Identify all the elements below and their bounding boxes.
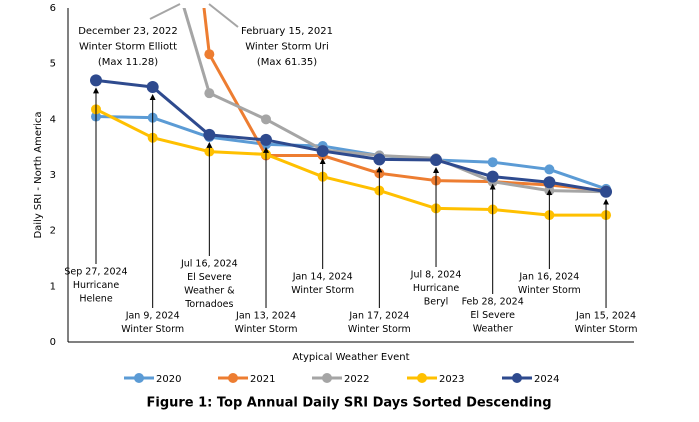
callout-text: February 15, 2021 (241, 26, 333, 37)
event-label: Jan 16, 2024 (518, 272, 579, 283)
event-label: Helene (79, 294, 112, 305)
data-point (487, 157, 498, 168)
event-label: Winter Storm (575, 324, 638, 335)
event-label: Jan 17, 2024 (348, 311, 409, 322)
event-label: Weather (473, 324, 513, 335)
data-point (373, 153, 386, 166)
event-label: Hurricane (73, 280, 120, 291)
legend-marker (417, 373, 427, 383)
data-point (543, 176, 556, 189)
data-point (430, 153, 443, 166)
legend-label: 2020 (156, 374, 181, 385)
y-tick-label: 2 (50, 226, 56, 237)
event-label: Sep 27, 2024 (64, 267, 127, 278)
callout-text: December 23, 2022 (78, 26, 178, 37)
event-label: Beryl (424, 297, 449, 308)
series-line (95, 115, 607, 191)
legend-label: 2023 (439, 374, 464, 385)
data-point (203, 128, 216, 141)
event-label: El Severe (470, 310, 515, 321)
callout-text: (Max 11.28) (98, 57, 158, 68)
event-label: Weather & (184, 286, 235, 297)
data-point (204, 49, 215, 60)
callout-text: (Max 61.35) (257, 57, 317, 68)
plot-area (90, 8, 613, 221)
y-tick-label: 5 (50, 59, 56, 70)
event-label: Winter Storm (235, 324, 298, 335)
x-axis-label: Atypical Weather Event (292, 352, 409, 363)
event-label: Hurricane (413, 283, 460, 294)
y-tick-label: 0 (50, 337, 56, 348)
y-tick-label: 1 (50, 281, 56, 292)
y-tick-label: 6 (50, 3, 56, 14)
event-label: Jan 9, 2024 (125, 311, 180, 322)
series-line (95, 78, 607, 194)
data-point (600, 185, 613, 198)
y-tick-label: 3 (50, 170, 56, 181)
event-label: Winter Storm (291, 285, 354, 296)
leader-line (149, 3, 181, 20)
event-label: Winter Storm (121, 324, 184, 335)
data-point (90, 74, 102, 87)
series-line (202, 8, 607, 193)
series-line (182, 8, 607, 194)
data-point (544, 164, 555, 175)
caption: Figure 1: Top Annual Daily SRI Days Sort… (146, 396, 551, 411)
event-label: Winter Storm (518, 285, 581, 296)
legend-marker (228, 373, 238, 383)
event-label: Jan 15, 2024 (575, 311, 636, 322)
event-label: El Severe (187, 272, 232, 283)
data-point (261, 114, 272, 125)
legend-marker (512, 373, 522, 383)
y-tick-label: 4 (50, 114, 56, 125)
data-point (486, 170, 499, 183)
legend-label: 2021 (250, 374, 275, 385)
event-label: Jul 8, 2024 (410, 270, 462, 281)
callout-text: Winter Storm Elliott (79, 42, 177, 53)
callout-text: Winter Storm Uri (245, 42, 329, 53)
event-label: Tornadoes (184, 299, 233, 310)
event-label: Jan 13, 2024 (235, 311, 296, 322)
legend-label: 2022 (344, 374, 369, 385)
data-point (316, 145, 329, 158)
data-point (204, 88, 215, 99)
data-point (260, 133, 273, 146)
data-point (146, 81, 159, 94)
legend-marker (322, 373, 332, 383)
leader-line (208, 3, 239, 28)
legend-marker (134, 373, 144, 383)
legend-label: 2024 (534, 374, 559, 385)
event-label: Jul 16, 2024 (180, 259, 238, 270)
event-label: Winter Storm (348, 324, 411, 335)
y-axis-label: Daily SRI - North America (33, 111, 44, 238)
event-label: Feb 28, 2024 (462, 297, 524, 308)
series-line (95, 107, 607, 217)
event-label: Jan 14, 2024 (292, 272, 353, 283)
